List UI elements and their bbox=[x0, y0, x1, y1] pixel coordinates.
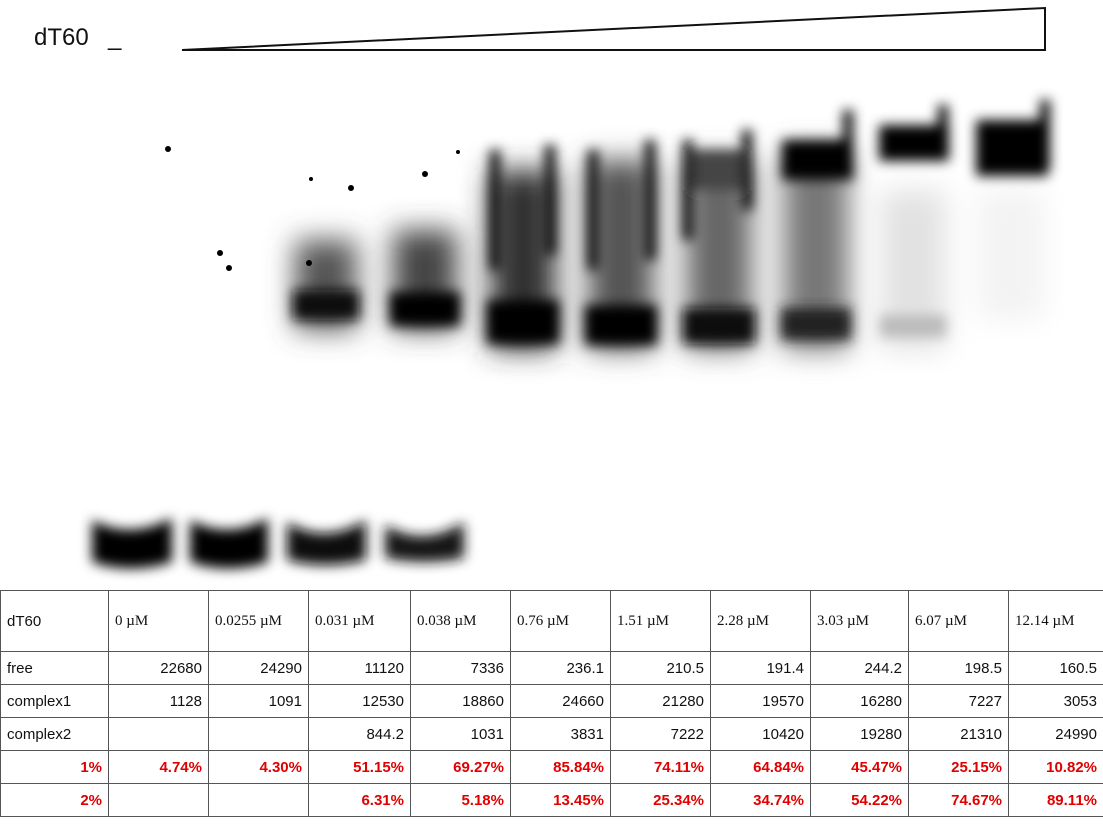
cell: 5.18% bbox=[411, 784, 511, 817]
figure: dT60 _ dT600 µM0.0255 µM0.031 µM0.038 µM… bbox=[0, 0, 1103, 827]
cell: 24990 bbox=[1009, 718, 1103, 751]
cell: 25.15% bbox=[909, 751, 1009, 784]
cell: 236.1 bbox=[511, 652, 611, 685]
cell: 74.11% bbox=[611, 751, 711, 784]
cell: 54.22% bbox=[811, 784, 909, 817]
cell: 64.84% bbox=[711, 751, 811, 784]
cell: 160.5 bbox=[1009, 652, 1103, 685]
column-header: 0 µM bbox=[109, 591, 209, 652]
cell: 25.34% bbox=[611, 784, 711, 817]
cell: 3053 bbox=[1009, 685, 1103, 718]
row-label: free bbox=[1, 652, 109, 685]
cell: 12530 bbox=[309, 685, 411, 718]
column-header: 6.07 µM bbox=[909, 591, 1009, 652]
cell bbox=[109, 718, 209, 751]
cell: 16280 bbox=[811, 685, 909, 718]
free-bands bbox=[92, 518, 464, 569]
column-header: 0.031 µM bbox=[309, 591, 411, 652]
data-row: 2% 6.31%5.18%13.45%25.34%34.74%54.22%74.6… bbox=[1, 784, 1103, 817]
row-label: 2% bbox=[1, 784, 109, 817]
cell: 51.15% bbox=[309, 751, 411, 784]
cell bbox=[209, 718, 309, 751]
cell: 24290 bbox=[209, 652, 309, 685]
sample-label: dT60 bbox=[34, 24, 89, 52]
cell: 18860 bbox=[411, 685, 511, 718]
cell: 1128 bbox=[109, 685, 209, 718]
cell: 198.5 bbox=[909, 652, 1009, 685]
cell: 19280 bbox=[811, 718, 909, 751]
cell: 10.82% bbox=[1009, 751, 1103, 784]
cell: 1091 bbox=[209, 685, 309, 718]
column-header: 0.76 µM bbox=[511, 591, 611, 652]
cell: 22680 bbox=[109, 652, 209, 685]
cell: 21310 bbox=[909, 718, 1009, 751]
cell: 89.11% bbox=[1009, 784, 1103, 817]
cell: 45.47% bbox=[811, 751, 909, 784]
minus-sign: _ bbox=[108, 24, 121, 52]
cell: 13.45% bbox=[511, 784, 611, 817]
cell: 24660 bbox=[511, 685, 611, 718]
column-header: 0.0255 µM bbox=[209, 591, 309, 652]
cell: 7227 bbox=[909, 685, 1009, 718]
cell: 34.74% bbox=[711, 784, 811, 817]
cell: 844.2 bbox=[309, 718, 411, 751]
cell: 244.2 bbox=[811, 652, 909, 685]
cell: 69.27% bbox=[411, 751, 511, 784]
concentration-wedge bbox=[182, 8, 1045, 50]
gel-image bbox=[0, 0, 1103, 590]
cell: 7222 bbox=[611, 718, 711, 751]
column-header: 2.28 µM bbox=[711, 591, 811, 652]
row-label: complex2 bbox=[1, 718, 109, 751]
data-row: 1%4.74%4.30%51.15%69.27%85.84%74.11%64.8… bbox=[1, 751, 1103, 784]
column-header: dT60 bbox=[1, 591, 109, 652]
cell: 7336 bbox=[411, 652, 511, 685]
cell: 210.5 bbox=[611, 652, 711, 685]
column-header: 1.51 µM bbox=[611, 591, 711, 652]
cell bbox=[109, 784, 209, 817]
cell: 6.31% bbox=[309, 784, 411, 817]
cell: 10420 bbox=[711, 718, 811, 751]
cell: 3831 bbox=[511, 718, 611, 751]
cell: 191.4 bbox=[711, 652, 811, 685]
column-header: 3.03 µM bbox=[811, 591, 909, 652]
cell: 74.67% bbox=[909, 784, 1009, 817]
column-header: 12.14 µM bbox=[1009, 591, 1103, 652]
row-label: complex1 bbox=[1, 685, 109, 718]
cell: 85.84% bbox=[511, 751, 611, 784]
cell: 21280 bbox=[611, 685, 711, 718]
cell: 4.74% bbox=[109, 751, 209, 784]
cell: 19570 bbox=[711, 685, 811, 718]
column-header: 0.038 µM bbox=[411, 591, 511, 652]
cell: 4.30% bbox=[209, 751, 309, 784]
row-label: 1% bbox=[1, 751, 109, 784]
cell: 11120 bbox=[309, 652, 411, 685]
cell: 1031 bbox=[411, 718, 511, 751]
cell bbox=[209, 784, 309, 817]
